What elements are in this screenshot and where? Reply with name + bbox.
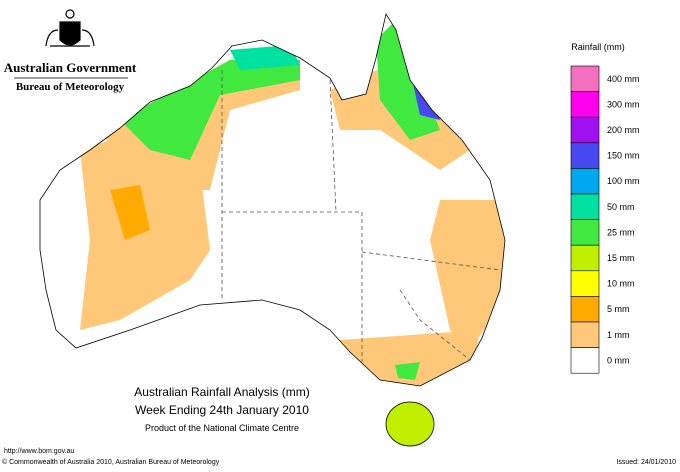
legend-swatch bbox=[570, 116, 600, 144]
legend-swatch bbox=[570, 321, 600, 348]
footer-url: http://www.bom.gov.au bbox=[4, 448, 74, 455]
map-credit: Product of the National Climate Centre bbox=[145, 423, 299, 433]
legend-swatch bbox=[570, 244, 600, 272]
legend-label: 300 mm bbox=[607, 99, 640, 109]
legend-swatch bbox=[570, 193, 600, 220]
coastline bbox=[39, 12, 506, 447]
legend: 400 mm 300 mm 200 mm 150 mm 100 mm 50 mm 25 mm… bbox=[570, 65, 640, 374]
legend-label: 0 mm bbox=[607, 355, 630, 365]
legend-swatch bbox=[570, 270, 600, 297]
map-subtitle: Week Ending 24th January 2010 bbox=[135, 403, 309, 417]
legend-swatch bbox=[570, 91, 600, 118]
legend-title: Rainfall (mm) bbox=[571, 42, 625, 52]
legend-label: 1 mm bbox=[607, 330, 630, 340]
map-title: Australian Rainfall Analysis (mm) bbox=[134, 385, 309, 399]
government-name: Australian Government bbox=[4, 60, 137, 75]
legend-label: 25 mm bbox=[607, 227, 635, 237]
legend-swatch bbox=[570, 347, 600, 374]
coat-of-arms bbox=[45, 9, 95, 47]
bureau-name: Bureau of Meteorology bbox=[16, 81, 125, 93]
legend-swatch bbox=[570, 65, 600, 92]
legend-label: 5 mm bbox=[607, 304, 630, 314]
legend-label: 150 mm bbox=[607, 151, 640, 161]
legend-label: 400 mm bbox=[607, 74, 640, 84]
footer-copyright: © Commonwealth of Australia 2010, Austra… bbox=[2, 458, 220, 466]
state-borders bbox=[221, 70, 501, 362]
legend-label: 15 mm bbox=[607, 253, 635, 263]
legend-swatch bbox=[570, 142, 600, 169]
legend-label: 100 mm bbox=[607, 176, 640, 186]
legend-swatch bbox=[570, 168, 600, 195]
legend-label: 200 mm bbox=[607, 125, 640, 135]
legend-label: 10 mm bbox=[607, 279, 635, 289]
legend-swatch bbox=[570, 296, 600, 323]
legend-swatch bbox=[570, 219, 600, 246]
legend-label: 50 mm bbox=[607, 202, 635, 212]
footer-issued: Issued: 24/01/2010 bbox=[616, 459, 676, 466]
